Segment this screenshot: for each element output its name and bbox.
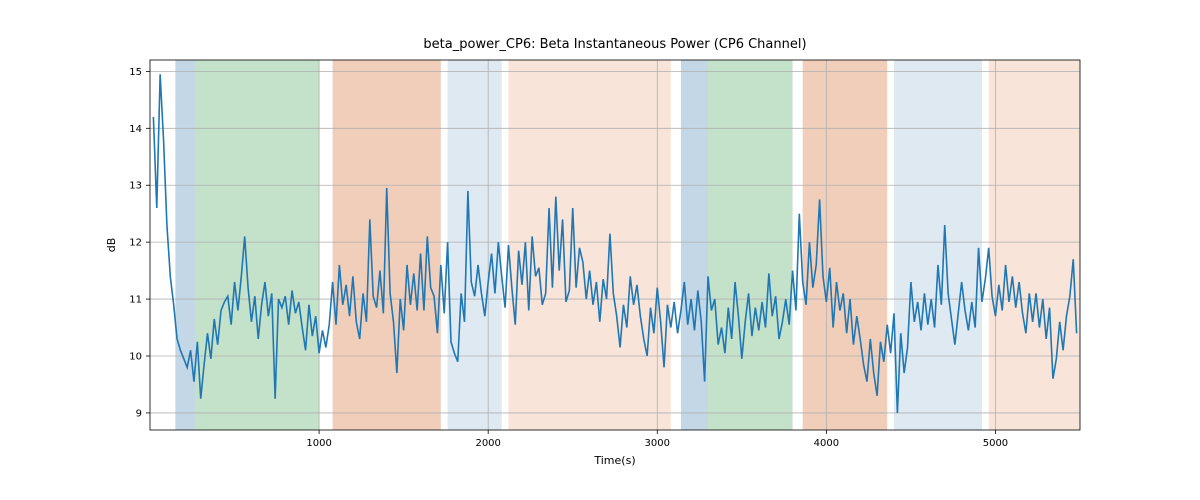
region-1 bbox=[196, 60, 319, 430]
beta-power-line-chart: 1000 2000 3000 4000 5000 9 10 11 12 13 14 15 beta_… bbox=[0, 0, 1200, 500]
chart-title: beta_power_CP6: Beta Instantaneous Power… bbox=[423, 37, 806, 52]
y-tick-label: 15 bbox=[129, 67, 142, 78]
region-9 bbox=[989, 60, 1080, 430]
region-3 bbox=[448, 60, 502, 430]
y-tick-label: 14 bbox=[129, 124, 142, 135]
y-tick-label: 9 bbox=[136, 408, 142, 419]
y-tick-label: 13 bbox=[129, 181, 142, 192]
x-tick-label: 3000 bbox=[645, 438, 670, 449]
chart-container: 1000 2000 3000 4000 5000 9 10 11 12 13 14 15 beta_… bbox=[0, 0, 1200, 500]
region-2 bbox=[333, 60, 441, 430]
x-tick-label: 1000 bbox=[306, 438, 331, 449]
region-8 bbox=[894, 60, 982, 430]
y-tick-label: 12 bbox=[129, 238, 142, 249]
x-axis-label: Time(s) bbox=[593, 454, 635, 467]
region-6 bbox=[708, 60, 793, 430]
x-tick-label: 5000 bbox=[983, 438, 1008, 449]
y-tick-label: 10 bbox=[129, 352, 142, 363]
x-tick-label: 2000 bbox=[475, 438, 500, 449]
y-axis-label: dB bbox=[105, 238, 118, 253]
axes: 1000 2000 3000 4000 5000 9 10 11 12 13 14 15 beta_… bbox=[105, 37, 1080, 467]
x-tick-label: 4000 bbox=[814, 438, 839, 449]
y-tick-label: 11 bbox=[129, 295, 142, 306]
